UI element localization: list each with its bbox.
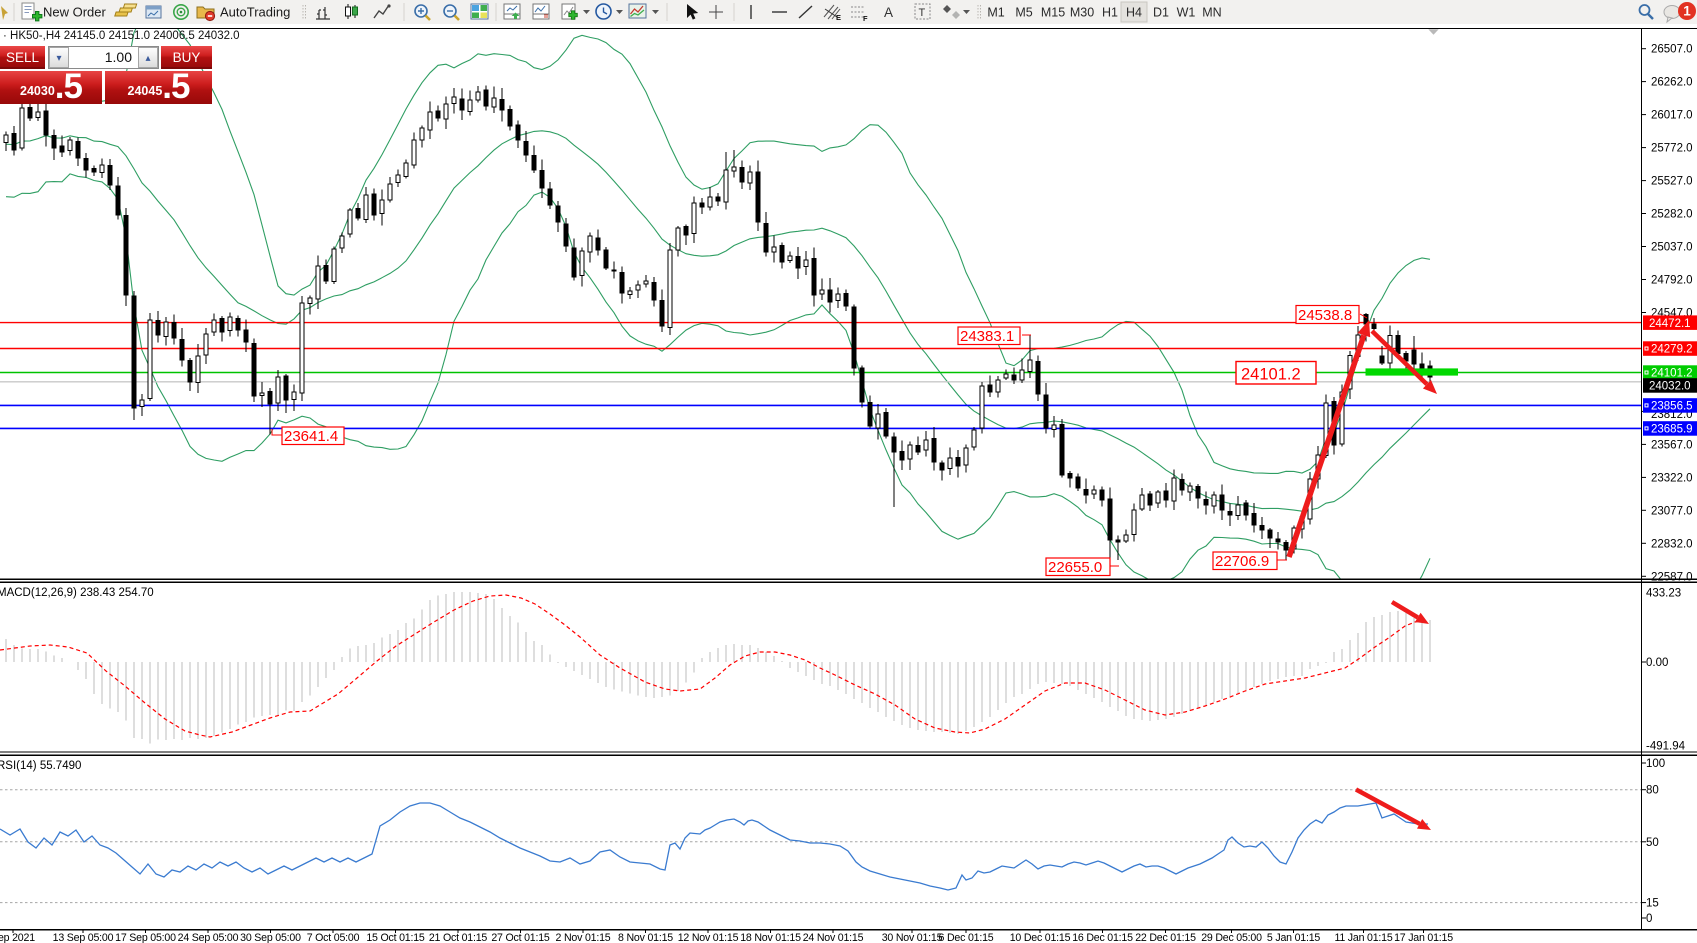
svg-text:F: F: [863, 14, 868, 23]
svg-text:16 Dec 01:15: 16 Dec 01:15: [1072, 932, 1133, 943]
svg-text:23641.4: 23641.4: [284, 428, 338, 445]
svg-text:T: T: [919, 7, 926, 19]
svg-text:23077.0: 23077.0: [1651, 505, 1693, 517]
svg-text:24792.0: 24792.0: [1651, 275, 1693, 287]
svg-text:22655.0: 22655.0: [1048, 559, 1102, 576]
svg-text:7 Oct 05:00: 7 Oct 05:00: [307, 932, 360, 943]
svg-text:11 Jan 01:15: 11 Jan 01:15: [1334, 932, 1392, 943]
svg-text:24 Nov 01:15: 24 Nov 01:15: [803, 932, 864, 943]
svg-text:27 Oct 01:15: 27 Oct 01:15: [491, 932, 550, 943]
svg-text:24101.2: 24101.2: [1651, 368, 1693, 380]
svg-text:AutoTrading: AutoTrading: [220, 5, 290, 20]
svg-text:RSI(14) 55.7490: RSI(14) 55.7490: [0, 760, 81, 772]
svg-text:15 Oct 01:15: 15 Oct 01:15: [366, 932, 425, 943]
svg-text:80: 80: [1646, 785, 1659, 797]
svg-text:-491.94: -491.94: [1646, 740, 1686, 752]
svg-text:25282.0: 25282.0: [1651, 209, 1693, 221]
svg-text:25527.0: 25527.0: [1651, 176, 1693, 188]
svg-text:22587.0: 22587.0: [1651, 571, 1693, 583]
svg-text:25037.0: 25037.0: [1651, 242, 1693, 254]
svg-text:M5: M5: [1015, 6, 1032, 20]
svg-text:New Order: New Order: [43, 5, 107, 20]
svg-text:24 Sep 05:00: 24 Sep 05:00: [178, 932, 239, 943]
svg-text:13 Sep 05:00: 13 Sep 05:00: [53, 932, 114, 943]
svg-text:50: 50: [1646, 837, 1659, 849]
svg-text:21 Oct 01:15: 21 Oct 01:15: [429, 932, 488, 943]
svg-text:26017.0: 26017.0: [1651, 110, 1693, 122]
svg-text:433.23: 433.23: [1646, 588, 1681, 600]
svg-text:· HK50-,H4 24145.0 24151.0 24: · HK50-,H4 24145.0 24151.0 24006.5 24032…: [3, 30, 240, 42]
svg-text:6 Dec 01:15: 6 Dec 01:15: [939, 932, 994, 943]
svg-text:M15: M15: [1041, 6, 1065, 20]
svg-text:26262.0: 26262.0: [1651, 77, 1693, 89]
svg-text:24538.8: 24538.8: [1298, 307, 1352, 324]
svg-text:17 Sep 05:00: 17 Sep 05:00: [115, 932, 176, 943]
svg-text:26507.0: 26507.0: [1651, 44, 1693, 56]
svg-text:15: 15: [1646, 898, 1659, 910]
svg-text:24472.1: 24472.1: [1649, 318, 1691, 330]
svg-text:24032.0: 24032.0: [1649, 381, 1691, 393]
svg-text:22832.0: 22832.0: [1651, 538, 1693, 550]
svg-text:10 Dec 01:15: 10 Dec 01:15: [1010, 932, 1071, 943]
svg-text:A: A: [884, 5, 893, 20]
svg-text:24101.2: 24101.2: [1241, 366, 1301, 384]
svg-text:MACD(12,26,9) 238.43 254.70: MACD(12,26,9) 238.43 254.70: [0, 587, 154, 599]
svg-text:M1: M1: [987, 6, 1004, 20]
svg-text:W1: W1: [1177, 6, 1196, 20]
svg-text:Sep 2021: Sep 2021: [0, 932, 35, 943]
svg-text:24279.2: 24279.2: [1651, 344, 1693, 356]
svg-text:5 Jan 01:15: 5 Jan 01:15: [1267, 932, 1320, 943]
svg-text:100: 100: [1646, 758, 1665, 770]
svg-text:23322.0: 23322.0: [1651, 472, 1693, 484]
svg-text:23856.5: 23856.5: [1651, 401, 1693, 413]
svg-text:E: E: [836, 13, 841, 22]
svg-text:MN: MN: [1202, 6, 1221, 20]
svg-text:24383.1: 24383.1: [960, 328, 1014, 345]
svg-text:23567.0: 23567.0: [1651, 439, 1693, 451]
svg-text:22 Dec 01:15: 22 Dec 01:15: [1135, 932, 1196, 943]
svg-text:H1: H1: [1102, 6, 1118, 20]
svg-text:2 Nov 01:15: 2 Nov 01:15: [556, 932, 611, 943]
svg-text:17 Jan 01:15: 17 Jan 01:15: [1394, 932, 1453, 943]
svg-text:H4: H4: [1126, 6, 1142, 20]
svg-text:0.00: 0.00: [1646, 657, 1668, 669]
svg-text:22706.9: 22706.9: [1215, 553, 1269, 570]
svg-text:12 Nov 01:15: 12 Nov 01:15: [678, 932, 739, 943]
svg-text:D1: D1: [1153, 6, 1169, 20]
svg-text:18 Nov 01:15: 18 Nov 01:15: [740, 932, 801, 943]
svg-text:30 Nov 01:15: 30 Nov 01:15: [882, 932, 943, 943]
svg-text:29 Dec 05:00: 29 Dec 05:00: [1201, 932, 1262, 943]
svg-text:8 Nov 01:15: 8 Nov 01:15: [618, 932, 673, 943]
svg-text:0: 0: [1646, 913, 1652, 925]
svg-text:25772.0: 25772.0: [1651, 143, 1693, 155]
svg-text:M30: M30: [1070, 6, 1094, 20]
svg-text:1: 1: [1683, 4, 1691, 19]
svg-text:23685.9: 23685.9: [1651, 424, 1693, 436]
svg-text:30 Sep 05:00: 30 Sep 05:00: [240, 932, 301, 943]
